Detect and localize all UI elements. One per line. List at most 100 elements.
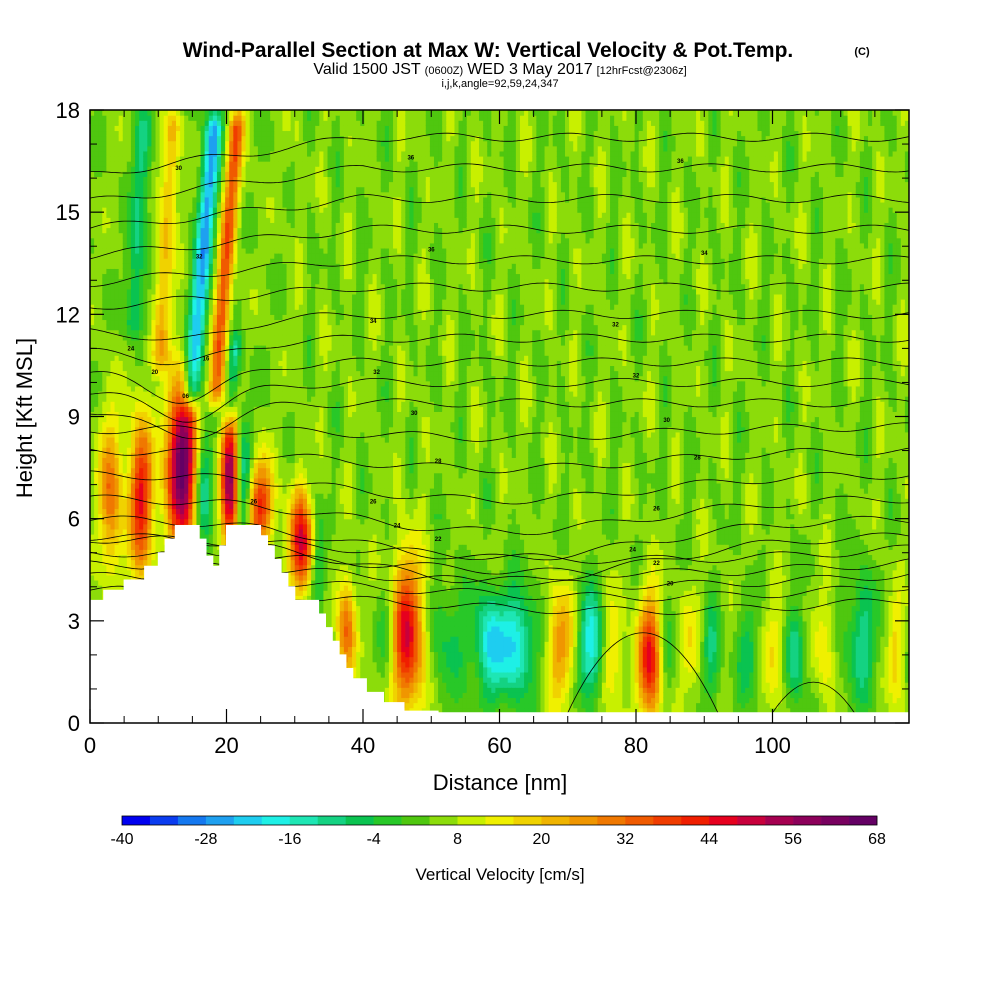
velocity-cell	[216, 278, 222, 285]
velocity-cell	[200, 401, 206, 407]
velocity-cell	[200, 431, 206, 438]
velocity-cell	[135, 309, 140, 315]
velocity-cell	[147, 401, 153, 407]
velocity-cell	[221, 329, 226, 336]
velocity-cell	[208, 380, 214, 387]
velocity-cell	[208, 191, 214, 198]
velocity-cell	[225, 401, 230, 407]
velocity-cell	[196, 115, 202, 121]
velocity-cell	[130, 447, 136, 453]
velocity-cell	[143, 477, 148, 484]
velocity-cell	[200, 288, 206, 295]
velocity-cell	[204, 135, 210, 142]
velocity-cell	[233, 293, 239, 300]
velocity-cell	[130, 115, 136, 121]
velocity-cell	[245, 401, 251, 407]
velocity-cell	[196, 263, 202, 269]
velocity-cell	[237, 212, 243, 218]
velocity-cell	[106, 319, 112, 326]
velocity-cell	[167, 411, 173, 418]
velocity-cell	[192, 375, 198, 382]
velocity-cell	[94, 319, 99, 326]
velocity-cell	[94, 477, 99, 484]
velocity-cell	[147, 329, 153, 336]
velocity-cell	[118, 207, 124, 213]
velocity-cell	[180, 237, 185, 244]
velocity-cell	[196, 299, 202, 305]
velocity-cell	[106, 227, 112, 234]
velocity-cell	[196, 493, 202, 499]
velocity-cell	[175, 258, 181, 264]
velocity-cell	[94, 191, 99, 198]
velocity-cell	[102, 125, 107, 132]
velocity-cell	[102, 442, 107, 448]
velocity-cell	[102, 503, 107, 510]
velocity-cell	[139, 549, 144, 556]
velocity-cell	[94, 258, 99, 264]
velocity-cell	[130, 120, 136, 126]
velocity-cell	[102, 365, 107, 372]
velocity-cell	[216, 370, 222, 377]
velocity-cell	[216, 110, 222, 116]
velocity-cell	[110, 350, 116, 356]
velocity-cell	[106, 585, 112, 591]
velocity-cell	[147, 523, 153, 530]
velocity-cell	[241, 431, 247, 438]
velocity-cell	[249, 344, 255, 351]
velocity-cell	[175, 426, 181, 433]
velocity-cell	[245, 396, 251, 402]
velocity-cell	[159, 237, 165, 244]
velocity-cell	[126, 401, 132, 407]
velocity-cell	[118, 242, 124, 249]
velocity-cell	[188, 355, 193, 361]
velocity-cell	[192, 436, 198, 443]
velocity-cell	[122, 365, 128, 372]
velocity-cell	[200, 477, 206, 484]
velocity-cell	[163, 452, 169, 458]
velocity-cell	[249, 360, 255, 367]
velocity-cell	[216, 508, 222, 515]
velocity-cell	[225, 222, 230, 229]
velocity-cell	[167, 416, 173, 423]
velocity-cell	[118, 125, 124, 132]
velocity-cell	[122, 488, 128, 494]
velocity-cell	[188, 263, 193, 269]
velocity-cell	[106, 186, 112, 193]
velocity-cell	[94, 293, 99, 300]
velocity-cell	[139, 222, 144, 229]
velocity-cell	[118, 135, 124, 142]
velocity-cell	[159, 115, 165, 121]
velocity-cell	[237, 370, 243, 377]
velocity-cell	[98, 513, 103, 520]
velocity-cell	[90, 385, 95, 392]
velocity-cell	[245, 227, 251, 234]
velocity-cell	[192, 110, 198, 116]
velocity-cell	[171, 176, 177, 183]
velocity-cell	[212, 528, 218, 535]
velocity-cell	[212, 110, 218, 116]
velocity-cell	[233, 125, 239, 132]
velocity-cell	[171, 263, 177, 269]
velocity-cell	[114, 166, 120, 172]
velocity-cell	[143, 344, 148, 351]
velocity-cell	[196, 360, 202, 367]
velocity-cell	[175, 355, 181, 361]
velocity-cell	[167, 498, 173, 504]
velocity-cell	[102, 309, 107, 315]
velocity-cell	[167, 334, 173, 341]
velocity-cell	[196, 237, 202, 244]
velocity-cell	[241, 513, 247, 520]
velocity-cell	[155, 360, 161, 367]
velocity-cell	[167, 237, 173, 244]
velocity-cell	[135, 334, 140, 341]
velocity-cell	[159, 533, 165, 540]
velocity-cell	[212, 488, 218, 494]
velocity-cell	[106, 155, 112, 162]
velocity-cell	[253, 360, 259, 367]
velocity-cell	[139, 406, 144, 412]
velocity-cell	[151, 273, 157, 280]
velocity-cell	[130, 401, 136, 407]
velocity-cell	[171, 355, 177, 361]
velocity-cell	[147, 370, 153, 377]
velocity-cell	[225, 247, 230, 254]
